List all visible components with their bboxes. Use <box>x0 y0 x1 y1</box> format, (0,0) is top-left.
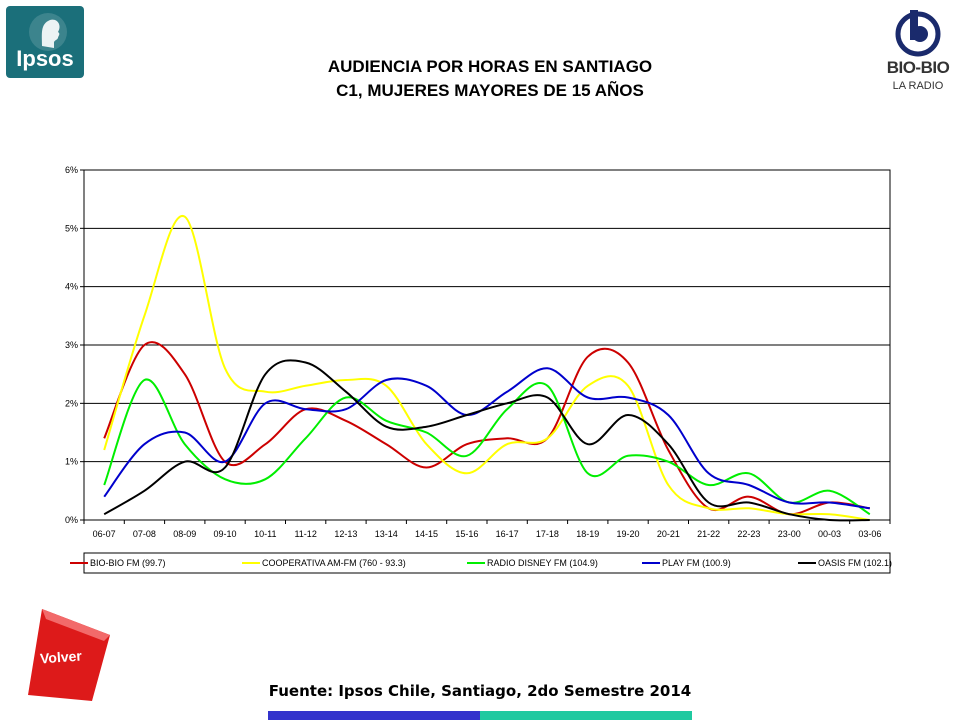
chart-title: AUDIENCIA POR HORAS EN SANTIAGO <box>327 57 653 76</box>
x-tick-label: 08-09 <box>173 529 196 539</box>
x-tick-label: 00-03 <box>818 529 841 539</box>
series-line-2 <box>103 215 870 521</box>
x-tick-label: 11-12 <box>294 529 316 539</box>
y-tick-label: 2% <box>65 398 78 408</box>
footer-bar-blue <box>268 711 480 720</box>
ipsos-logo-text: Ipsos <box>16 46 74 71</box>
x-tick-label: 17-18 <box>536 529 559 539</box>
volver-button[interactable]: Volver <box>22 605 114 701</box>
volver-arrow-icon <box>28 609 110 701</box>
y-tick-label: 0% <box>65 515 78 525</box>
biobio-logo-subtext: LA RADIO <box>892 80 944 92</box>
y-tick-label: 3% <box>65 340 78 350</box>
series-line-5 <box>103 359 870 522</box>
legend-label: BIO-BIO FM (99.7) <box>90 558 166 568</box>
legend-label: OASIS FM (102.1) <box>818 558 892 568</box>
x-tick-label: 16-17 <box>496 529 519 539</box>
x-tick-label: 15-16 <box>455 529 478 539</box>
legend-label: COOPERATIVA AM-FM (760 - 93.3) <box>262 558 406 568</box>
x-tick-label: 06-07 <box>93 529 116 539</box>
volver-label: Volver <box>39 647 83 667</box>
x-tick-label: 21-22 <box>697 529 720 539</box>
x-tick-label: 13-14 <box>375 529 398 539</box>
y-tick-label: 6% <box>65 165 78 175</box>
x-tick-label: 19-20 <box>617 529 640 539</box>
source-note: Fuente: Ipsos Chile, Santiago, 2do Semes… <box>268 682 692 700</box>
ipsos-logo: Ipsos <box>6 6 84 78</box>
footer-bar-teal <box>480 711 692 720</box>
legend-label: PLAY FM (100.9) <box>662 558 731 568</box>
y-tick-label: 4% <box>65 282 78 292</box>
series-line-3 <box>103 378 871 516</box>
x-tick-label: 07-08 <box>133 529 156 539</box>
x-tick-label: 22-23 <box>737 529 760 539</box>
chart-subtitle: C1, MUJERES MAYORES DE 15 AÑOS <box>336 81 644 100</box>
x-tick-label: 23-00 <box>778 529 801 539</box>
x-tick-label: 09-10 <box>214 529 237 539</box>
biobio-logo: BIO-BIO LA RADIO <box>880 6 956 98</box>
y-tick-label: 1% <box>65 457 78 467</box>
x-tick-label: 10-11 <box>254 529 276 539</box>
x-tick-label: 14-15 <box>415 529 438 539</box>
biobio-microphone-icon <box>895 10 941 57</box>
x-tick-label: 20-21 <box>657 529 680 539</box>
x-tick-label: 18-19 <box>576 529 599 539</box>
y-tick-label: 5% <box>65 223 78 233</box>
biobio-logo-text: BIO-BIO <box>886 58 950 77</box>
legend-label: RADIO DISNEY FM (104.9) <box>487 558 598 568</box>
x-tick-label: 12-13 <box>334 529 357 539</box>
x-tick-label: 03-06 <box>858 529 881 539</box>
ipsos-face-icon <box>29 13 67 51</box>
series-line-4 <box>103 367 870 510</box>
